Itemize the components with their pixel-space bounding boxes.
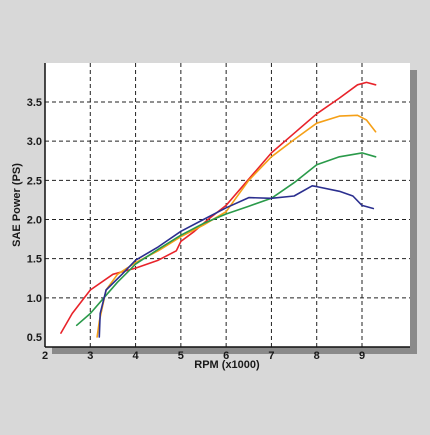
x-tick-label: 3	[87, 350, 93, 362]
x-tick-label: 9	[359, 350, 365, 362]
x-tick-label: 8	[314, 350, 320, 362]
y-tick-label: 1.0	[27, 293, 42, 305]
x-tick-label: 6	[223, 350, 229, 362]
series-line-2	[96, 114, 377, 338]
series-line-1	[60, 81, 377, 334]
y-tick-label: 1.5	[27, 254, 42, 266]
y-tick-label: 0.5	[27, 332, 42, 344]
series-line-3	[75, 152, 377, 327]
series-layer	[60, 81, 377, 338]
y-tick-label: 2.5	[27, 175, 42, 187]
y-tick-label: 3.5	[27, 97, 42, 109]
axis-layer	[44, 63, 410, 348]
y-tick-label: 2.0	[27, 215, 42, 227]
tick-label-layer: 2 3 4 5 6 7 8 9 0.5 1.0 1.5 2.0 2.5 3.0 3.5	[27, 97, 365, 362]
x-tick-label: 5	[178, 350, 184, 362]
x-tick-label: 2	[42, 350, 48, 362]
x-tick-label: 7	[268, 350, 274, 362]
x-axis-label: RPM (x1000)	[194, 359, 260, 371]
y-tick-label: 3.0	[27, 136, 42, 148]
x-tick-label: 4	[133, 350, 140, 362]
y-axis-label: SAE Power (PS)	[11, 163, 23, 247]
series-line-4	[98, 185, 375, 338]
